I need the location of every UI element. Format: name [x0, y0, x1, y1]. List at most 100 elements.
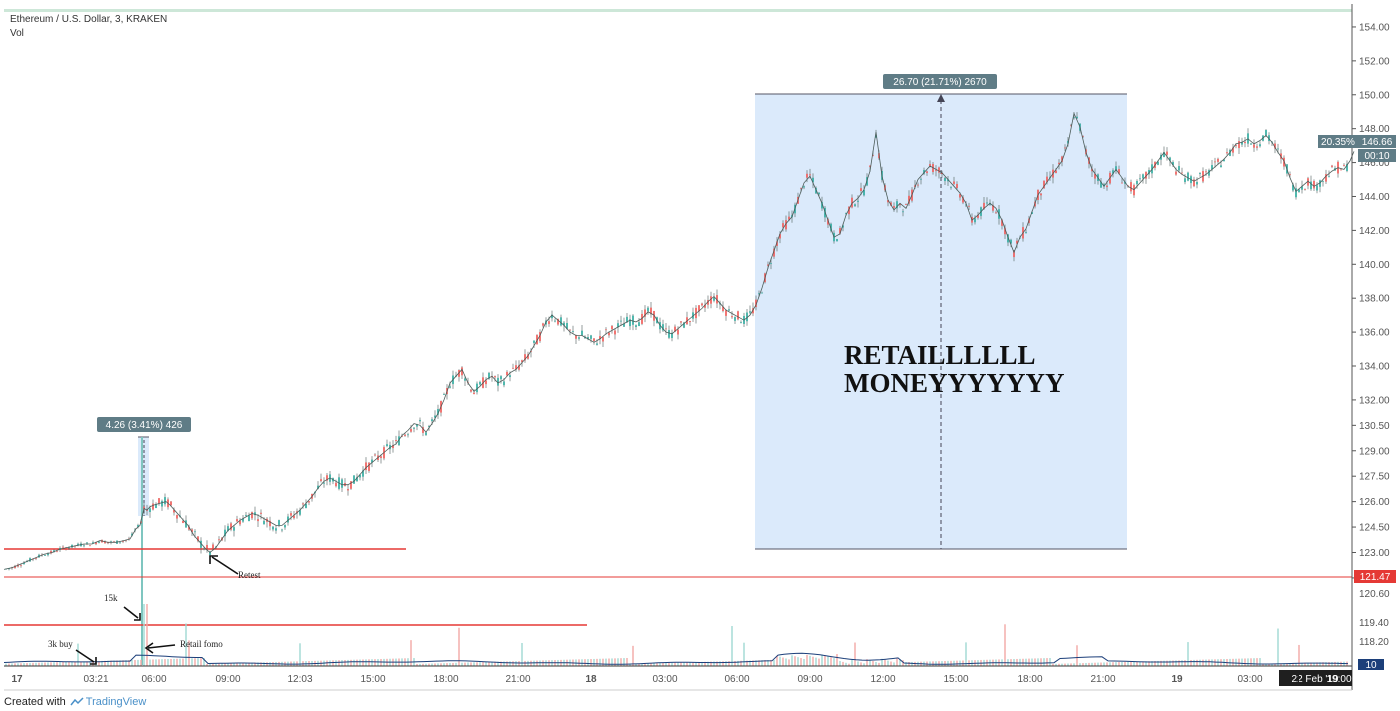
- volume-bar: [785, 658, 787, 666]
- candle-body: [1328, 176, 1330, 178]
- candle-body: [374, 454, 376, 456]
- volume-bar: [1076, 645, 1078, 666]
- candle-body: [959, 194, 961, 198]
- volume-bar: [773, 659, 775, 666]
- candle-body: [995, 212, 997, 214]
- volume-bar: [1289, 663, 1291, 666]
- volume-bar: [1208, 659, 1210, 666]
- candle-body: [119, 542, 121, 544]
- time-axis-label: 03:21: [83, 674, 108, 685]
- volume-bar: [956, 660, 958, 666]
- volume-bar: [1055, 663, 1057, 666]
- volume-bar: [602, 658, 604, 666]
- candle-body: [62, 546, 64, 548]
- candle-body: [1169, 157, 1171, 161]
- fifteen-k-annotation: 15k: [104, 593, 141, 621]
- volume-bar: [632, 645, 634, 666]
- volume-bar: [1307, 662, 1309, 666]
- cursor-date-text: 22 Feb '19: [1292, 674, 1339, 685]
- candle-body: [317, 485, 319, 489]
- price-axis-label: 146.00: [1359, 158, 1390, 169]
- volume-bar: [1313, 662, 1315, 666]
- volume-bar: [1184, 660, 1186, 666]
- retail-money-line1: RETAILLLLLL: [844, 340, 1036, 370]
- volume-bar: [104, 660, 106, 666]
- volume-bar: [1202, 659, 1204, 666]
- measure-tag-large-text: 26.70 (21.71%) 2670: [893, 77, 987, 88]
- volume-bar: [896, 658, 898, 666]
- volume-bar: [365, 659, 367, 666]
- volume-bar: [950, 660, 952, 666]
- candle-body: [245, 514, 247, 516]
- candle-body: [107, 542, 109, 544]
- volume-bar: [1070, 663, 1072, 666]
- volume-bar: [1127, 661, 1129, 666]
- volume-bar: [647, 663, 649, 666]
- candle-body: [578, 337, 580, 339]
- volume-bar: [839, 660, 841, 666]
- volume-bar: [1301, 662, 1303, 666]
- candle-body: [542, 323, 544, 326]
- candle-body: [770, 262, 772, 264]
- volume-bar: [65, 661, 67, 666]
- volume-bar: [1091, 662, 1093, 666]
- price-series-line: [3, 112, 1355, 570]
- volume-axis-label: 119.40: [1359, 618, 1389, 629]
- volume-bar: [902, 660, 904, 666]
- candle-body: [506, 371, 508, 376]
- candle-body: [551, 314, 553, 319]
- volume-bar: [257, 662, 259, 666]
- time-axis[interactable]: 17 03:21 06:00 09:00 12:03 15:00 18:00 21:00 18 0…: [4, 674, 1352, 691]
- candle-body: [1004, 227, 1006, 235]
- candle-body: [1115, 166, 1117, 172]
- volume-bar: [1283, 663, 1285, 666]
- candle-body: [1001, 219, 1003, 226]
- price-axis-label: 124.50: [1359, 523, 1390, 534]
- price-axis[interactable]: 154.00 152.00 150.00 148.00 146.00 144.00 142.…: [1351, 4, 1390, 690]
- candle-body: [662, 324, 664, 331]
- retest-annotation: Retest: [209, 555, 261, 580]
- tradingview-link[interactable]: TradingView: [70, 696, 146, 708]
- volume-bar: [251, 662, 253, 666]
- volume-bar: [608, 658, 610, 666]
- candle-body: [89, 545, 91, 547]
- volume-bar: [59, 662, 61, 666]
- candle-body: [1310, 181, 1312, 190]
- volume-bar: [1034, 658, 1036, 666]
- volume-bar: [485, 662, 487, 666]
- candle-body: [1313, 181, 1315, 189]
- volume-bar: [1049, 658, 1051, 666]
- volume-bar: [428, 663, 430, 666]
- candle-body: [905, 204, 907, 205]
- candle-body: [1136, 181, 1138, 185]
- volume-bar: [713, 661, 715, 666]
- volume-bar: [617, 658, 619, 666]
- candle-body: [1094, 173, 1096, 179]
- candle-body: [938, 167, 940, 173]
- volume-bar: [341, 660, 343, 666]
- volume-bar: [248, 662, 250, 666]
- candle-body: [1244, 141, 1246, 144]
- volume-bar: [1241, 658, 1243, 666]
- time-axis-label: 18:00: [433, 674, 458, 685]
- volume-bar: [584, 659, 586, 666]
- candle-body: [233, 527, 235, 531]
- candle-body: [1064, 147, 1066, 149]
- candle-body: [644, 309, 646, 317]
- volume-bar: [815, 657, 817, 666]
- volume-bar: [335, 660, 337, 666]
- candle-body: [1055, 170, 1057, 173]
- candle-body: [926, 171, 928, 174]
- candle-body: [869, 165, 871, 167]
- candle-body: [1316, 185, 1318, 191]
- candle-body: [1145, 171, 1147, 179]
- volume-axis: 120.60 119.40 118.20: [1359, 589, 1390, 648]
- volume-bar: [167, 659, 169, 666]
- volume-bar: [1298, 644, 1300, 666]
- candle-body: [398, 436, 400, 446]
- volume-bar: [725, 661, 727, 666]
- volume-bar: [941, 661, 943, 666]
- price-axis-label: 154.00: [1359, 22, 1390, 33]
- volume-bar: [239, 662, 241, 666]
